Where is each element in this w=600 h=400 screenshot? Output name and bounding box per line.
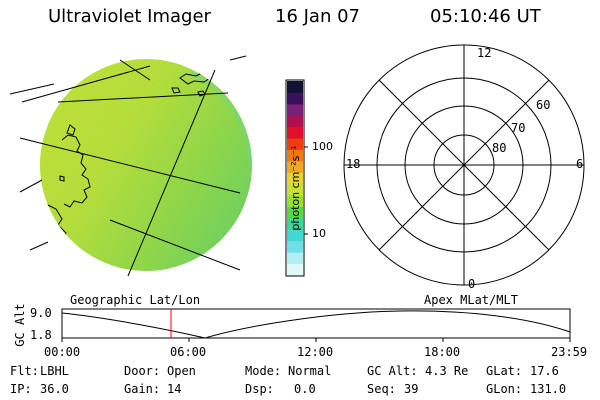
geographic-label: Geographic Lat/Lon [70, 293, 201, 307]
alt-tick-low: 1.8 [30, 328, 52, 342]
colorbar-segment [287, 81, 303, 93]
gain-value: 14 [167, 382, 182, 396]
colorbar-segment [287, 217, 303, 230]
x-tick-0000: 00:00 [44, 345, 81, 359]
x-tick-1800: 18:00 [424, 345, 461, 359]
gain-label: Gain: [124, 382, 161, 396]
colorbar-segment [287, 138, 303, 150]
glat-label: GLat: [486, 364, 523, 378]
mlat-label-60: 60 [536, 98, 551, 112]
flt-label: Flt: [10, 364, 39, 378]
colorbar-segment [287, 183, 303, 196]
x-tick-2359: 23:59 [551, 345, 588, 359]
door-label: Door: [124, 364, 161, 378]
colorbar-segment [287, 195, 303, 208]
x-tick-1200: 12:00 [297, 345, 334, 359]
earth-image [9, 55, 252, 277]
dsp-value: 0.0 [294, 382, 316, 396]
colorbar-segment [287, 206, 303, 219]
mode-label: Mode: [245, 364, 282, 378]
altitude-plot [61, 308, 571, 342]
instrument-title: Ultraviolet Imager [48, 6, 211, 27]
time-label: 05:10:46 UT [430, 6, 541, 27]
colorbar-segment [287, 103, 303, 116]
ip-value: 36.0 [40, 382, 69, 396]
alt-tick-high: 9.0 [30, 306, 52, 320]
mode-value: Normal [288, 364, 332, 378]
mlt-label-0: 0 [468, 277, 476, 291]
colorbar-segment [287, 229, 303, 242]
flt-value: LBHL [40, 364, 69, 378]
colorbar-segment [287, 92, 303, 105]
door-value: Open [167, 364, 196, 378]
glat-value: 17.6 [530, 364, 559, 378]
gc-alt-label: GC Alt: [367, 364, 418, 378]
colorbar-segment [287, 252, 303, 265]
dsp-label: Dsp: [245, 382, 274, 396]
glon-value: 131.0 [530, 382, 567, 396]
polar-grid [343, 44, 585, 286]
colorbar-segment [287, 115, 303, 128]
mlat-label-80: 80 [492, 141, 507, 155]
x-tick-0600: 06:00 [170, 345, 207, 359]
gc-alt-value: 4.3 Re [425, 364, 469, 378]
glon-label: GLon: [486, 382, 523, 396]
colorbar-tick-10: 10 [312, 227, 326, 240]
colorbar-segment [287, 149, 303, 162]
mlt-label-18: 18 [346, 157, 361, 171]
colorbar [285, 79, 308, 277]
colorbar-tick-100: 100 [312, 140, 333, 153]
colorbar-segment [287, 160, 303, 173]
seq-label: Seq: [367, 382, 396, 396]
colorbar-segment [287, 263, 303, 276]
ip-label: IP: [10, 382, 32, 396]
colorbar-segment [287, 126, 303, 139]
alt-axis-label: GC Alt [13, 303, 27, 347]
altitude-curve [61, 310, 571, 339]
seq-value: 39 [404, 382, 419, 396]
mlt-label-6: 6 [576, 157, 584, 171]
colorbar-segment [287, 172, 303, 185]
date-label: 16 Jan 07 [275, 6, 360, 27]
geographic-grid [9, 55, 247, 277]
colorbar-segment [287, 240, 303, 253]
mlt-label-12: 12 [477, 46, 492, 60]
mlat-label-70: 70 [511, 121, 526, 135]
apex-label: Apex MLat/MLT [424, 293, 518, 307]
colorbar-unit-label: photon cm⁻²s⁻¹ [289, 145, 302, 231]
